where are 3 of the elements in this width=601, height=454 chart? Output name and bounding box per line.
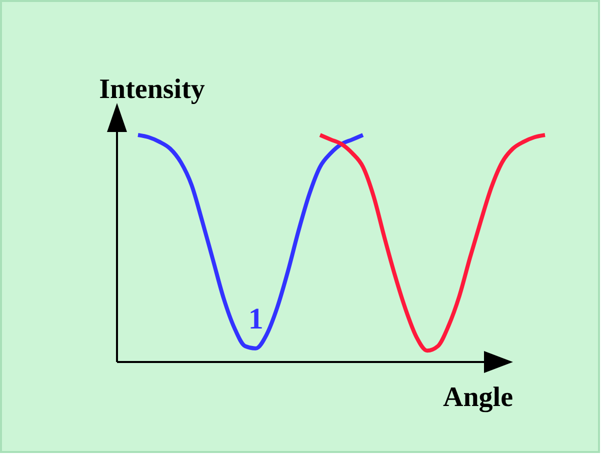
y-axis-title: Intensity [99,74,205,105]
x-axis-title: Angle [443,382,513,413]
series-label: 1 [248,302,264,336]
